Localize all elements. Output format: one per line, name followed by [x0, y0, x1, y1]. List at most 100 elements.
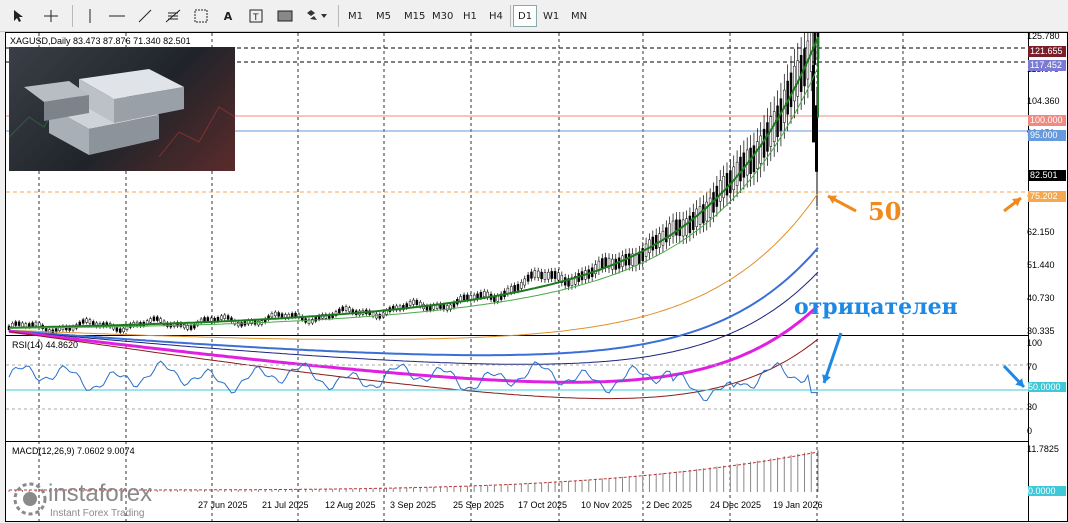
- chart-canvas: [6, 33, 1028, 523]
- candle-body: [203, 317, 206, 322]
- fibonacci-icon[interactable]: [162, 5, 184, 27]
- candle-body: [159, 318, 162, 323]
- candle-body: [547, 271, 550, 280]
- horizontal-line-icon[interactable]: [106, 5, 128, 27]
- timeframe-h4-button[interactable]: H4: [489, 10, 503, 22]
- price-scale-tick: 62.150: [1027, 227, 1055, 237]
- candle-body: [533, 270, 537, 278]
- macd-label: MACD(12,26,9) 7.0602 9.0074: [12, 446, 135, 456]
- annotation-arrow-icon: [1015, 378, 1024, 387]
- candle-body: [550, 271, 553, 279]
- rsi-scale-tick: 50.0000: [1028, 382, 1066, 392]
- chart-window[interactable]: XAGUSD,Daily 83.473 87.876 71.340 82.501…: [5, 32, 1068, 523]
- rsi-panel[interactable]: [6, 336, 1028, 442]
- rsi-scale-tick: 0: [1027, 426, 1033, 436]
- price-scale[interactable]: [1028, 33, 1068, 521]
- candle-body: [81, 319, 85, 324]
- rectangle-icon[interactable]: [274, 5, 296, 27]
- candle-body: [189, 325, 193, 330]
- candle-body: [665, 227, 668, 243]
- candle-body: [513, 285, 516, 292]
- toolbar: A T M1 M5 M15 M30 H1 H4 D1 W1 MN: [0, 0, 1068, 32]
- candle-body: [226, 315, 230, 320]
- annotation-50: 50: [868, 197, 902, 226]
- ema-blue-line: [8, 247, 819, 357]
- date-axis-tick: 24 Dec 2025: [710, 500, 762, 510]
- candle-body: [38, 322, 41, 327]
- candle-body: [675, 219, 678, 236]
- timeframe-m30-button[interactable]: M30: [432, 10, 454, 22]
- gann-icon[interactable]: [190, 5, 212, 27]
- label-icon[interactable]: T: [246, 5, 266, 27]
- shapes-icon[interactable]: [302, 5, 332, 27]
- candle-body: [793, 65, 796, 102]
- date-axis-tick: 25 Sep 2025: [453, 500, 505, 510]
- candle-body: [344, 306, 348, 311]
- annotation-arrow-icon: [822, 332, 843, 384]
- annotation-arrow-icon: [828, 195, 837, 204]
- timeframe-w1-button[interactable]: W1: [543, 10, 560, 22]
- candle-body: [685, 218, 688, 236]
- candle-body: [641, 248, 644, 261]
- rsi-scale-tick: 30: [1027, 402, 1038, 412]
- candle-body: [88, 319, 92, 324]
- candle-body: [294, 312, 297, 318]
- price-tag: 117.452: [1028, 60, 1066, 71]
- date-axis-tick: 19 Jan 2026: [773, 500, 823, 510]
- timeframe-h1-button[interactable]: H1: [463, 10, 477, 22]
- timeframe-m15-button[interactable]: M15: [404, 10, 426, 22]
- svg-text:T: T: [252, 13, 259, 23]
- candle-body: [742, 152, 746, 178]
- ema-darkred-line: [8, 331, 819, 400]
- macd-scale-tick: 0.0000: [1028, 486, 1066, 496]
- candle-body: [698, 206, 702, 225]
- rsi-scale-tick: 100: [1027, 338, 1043, 348]
- candle-body: [567, 278, 570, 287]
- timeframe-m1-button[interactable]: M1: [348, 10, 363, 22]
- timeframe-mn-button[interactable]: MN: [571, 10, 588, 22]
- ema-orange-line: [8, 193, 819, 340]
- candle-body: [280, 313, 284, 318]
- ema-fast-line: [8, 36, 819, 329]
- text-icon[interactable]: A: [223, 9, 233, 23]
- candle-body: [216, 317, 220, 322]
- crosshair-icon[interactable]: [38, 5, 64, 27]
- candle-body: [526, 274, 530, 282]
- candle-body: [223, 314, 226, 319]
- price-tag: 121.655: [1028, 46, 1066, 57]
- watermark-tagline: Instant Forex Trading: [50, 508, 145, 519]
- candle-body: [752, 145, 756, 173]
- candle-body: [449, 304, 452, 310]
- candle-body: [560, 274, 564, 283]
- annotation-negative: отрицателен: [794, 294, 958, 320]
- candle-body: [574, 276, 577, 285]
- macd-scale-tick: 11.7825: [1027, 444, 1059, 454]
- candle-body: [718, 180, 722, 202]
- trendline-icon[interactable]: [134, 5, 156, 27]
- date-axis-tick: 2 Dec 2025: [646, 500, 693, 510]
- vertical-line-icon[interactable]: [80, 5, 100, 27]
- watermark-logo: instaforex Instant Forex Trading: [10, 479, 180, 523]
- candle-body: [21, 322, 24, 327]
- rsi-scale-tick: 70: [1027, 362, 1038, 372]
- candle-body: [812, 65, 815, 143]
- candle-body: [183, 323, 186, 329]
- candle-body: [14, 321, 17, 326]
- candle-body: [668, 223, 671, 239]
- candle-body: [553, 271, 557, 279]
- watermark-brand: instaforex: [48, 480, 153, 507]
- candle-body: [274, 311, 277, 317]
- candle-body: [412, 299, 415, 305]
- timeframe-m5-button[interactable]: M5: [376, 10, 391, 22]
- candle-body: [725, 173, 729, 196]
- candle-body: [516, 284, 520, 291]
- cursor-icon[interactable]: [8, 5, 30, 27]
- candle-body: [523, 278, 526, 286]
- candle-body: [604, 257, 607, 268]
- timeframe-d1-button[interactable]: D1: [513, 5, 538, 27]
- candle-body: [415, 300, 419, 305]
- candle-body: [186, 325, 189, 330]
- candle-body: [651, 236, 655, 251]
- ema-navy-line: [8, 271, 819, 365]
- candle-body: [31, 322, 34, 327]
